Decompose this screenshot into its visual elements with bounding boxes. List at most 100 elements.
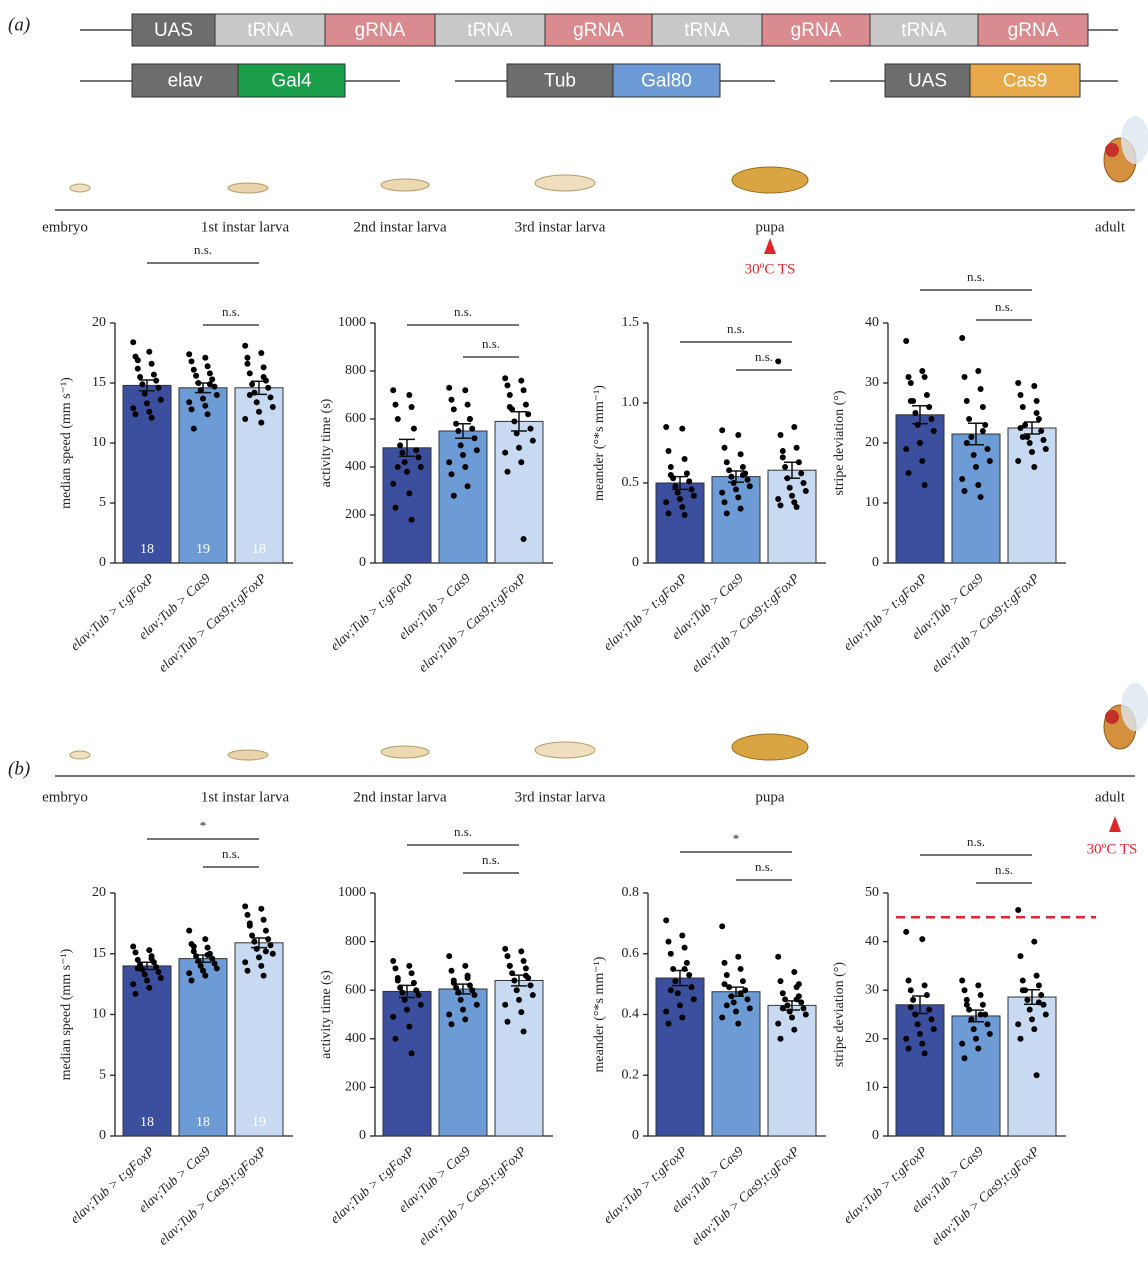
data-point [390,958,396,964]
bar [179,388,227,563]
data-point [390,1014,396,1020]
temperature-shift: 30ºC TS [745,261,796,277]
data-point [458,997,464,1003]
data-point [198,387,204,393]
data-point [780,1005,786,1011]
data-point [908,380,914,386]
data-point [778,1036,784,1042]
data-point [775,954,781,960]
significance-label: n.s. [967,834,985,849]
y-tick-label: 0.5 [622,475,640,490]
y-tick-label: 40 [865,934,879,949]
data-point [144,400,150,406]
data-point [929,416,935,422]
data-point [731,480,737,486]
data-point [791,424,797,430]
y-axis-label: activity time (s) [319,398,334,487]
data-point [745,477,751,483]
data-point [971,1026,977,1032]
data-point [245,355,251,361]
data-point [449,397,455,403]
bar [768,1005,816,1136]
data-point [789,1015,795,1021]
data-point [511,977,517,983]
significance-label: n.s. [482,336,500,351]
y-tick-label: 10 [865,495,879,510]
data-point [722,960,728,966]
significance-label: * [200,818,207,833]
y-tick-label: 30 [865,375,879,390]
data-point [663,499,669,505]
data-point [775,1021,781,1027]
data-point [242,343,248,349]
construct-label: Gal80 [641,71,692,92]
bar [656,978,704,1136]
data-point [186,928,192,934]
data-point [390,387,396,393]
data-point [1015,380,1021,386]
construct-label: Cas9 [1003,71,1047,92]
data-point [906,470,912,476]
data-point [1020,987,1026,993]
data-point [962,1055,968,1061]
data-point [668,464,674,470]
data-point [186,970,192,976]
data-point [724,1002,730,1008]
data-point [719,1015,725,1021]
count-label: 18 [196,1115,210,1130]
y-tick-label: 15 [92,946,106,961]
data-point [1034,1072,1040,1078]
stage-label: pupa [755,789,785,805]
data-point [214,965,220,971]
data-point [917,1031,923,1037]
data-point [139,381,145,387]
data-point [778,432,784,438]
data-point [409,517,415,523]
data-point [523,965,529,971]
data-point [980,404,986,410]
data-point [390,481,396,487]
data-point [668,951,674,957]
timeline-b [55,683,1148,832]
data-point [672,483,678,489]
data-point [528,982,534,988]
data-point [689,486,695,492]
data-point [263,928,269,934]
construct-label: UAS [154,20,193,41]
data-point [202,403,208,409]
data-point [728,474,734,480]
data-point [402,459,408,465]
construct-label: gRNA [791,20,842,41]
data-point [682,945,688,951]
bar [383,991,431,1136]
y-tick-label: 1000 [338,885,366,900]
y-tick-label: 50 [865,885,879,900]
y-tick-label: 0.2 [622,1067,640,1082]
data-point [733,486,739,492]
bar [1008,428,1056,563]
data-point [915,1021,921,1027]
data-point [137,374,143,380]
data-point [133,991,139,997]
panel-label: (a) [8,14,30,35]
data-point [906,374,912,380]
data-point [906,1046,912,1052]
data-point [959,476,965,482]
data-point [691,996,697,1002]
x-tick-label: elav;Tub > Cas9;t:gFoxP [928,570,1042,675]
data-point [980,428,986,434]
data-point [521,536,527,542]
data-point [1018,1036,1024,1042]
data-point [724,510,730,516]
construct-label: Gal4 [271,71,312,92]
data-point [189,358,195,364]
data-point [453,421,459,427]
data-point [663,917,669,923]
data-point [910,997,916,1003]
significance-label: n.s. [454,824,472,839]
data-point [505,382,511,388]
data-point [738,506,744,512]
significance-label: n.s. [454,304,472,319]
bar [656,483,704,563]
data-point [409,970,415,976]
